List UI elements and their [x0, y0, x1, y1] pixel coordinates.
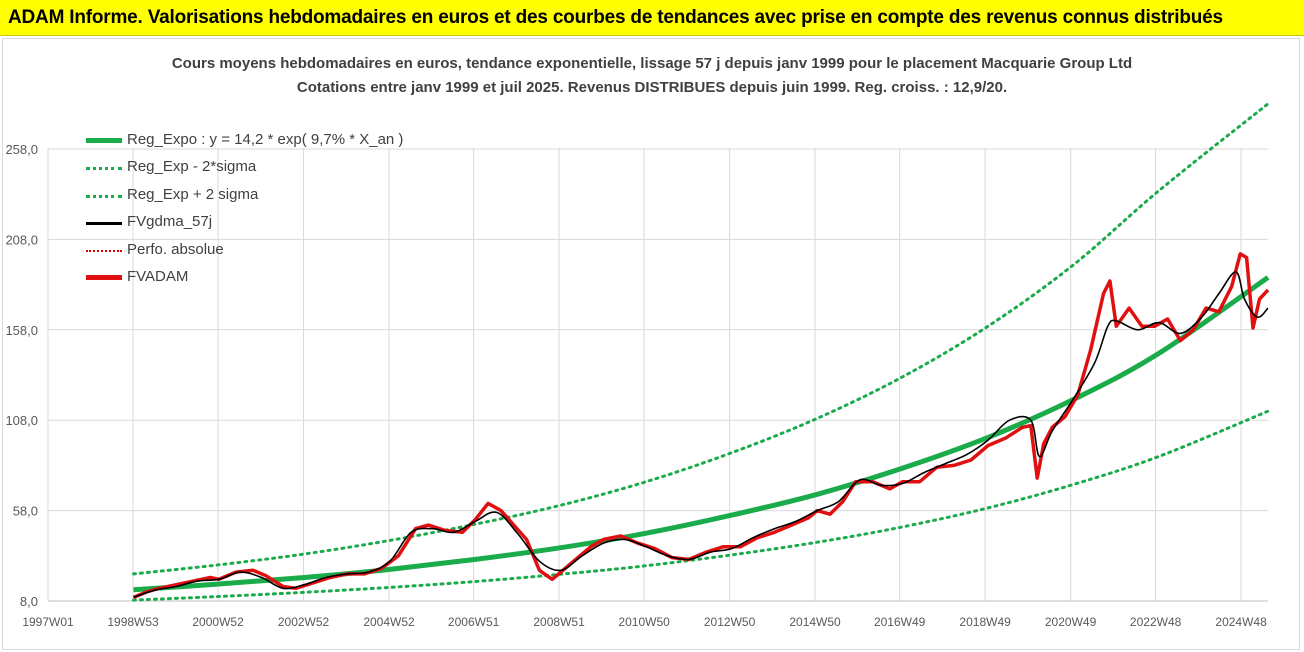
y-tick-label: 108,0 [5, 413, 38, 428]
x-tick-label: 1998W53 [107, 615, 159, 629]
x-tick-label: 2004W52 [363, 615, 415, 629]
legend-item-reg-expo: Reg_Expo : y = 14,2 * exp( 9,7% * X_an ) [80, 129, 440, 156]
legend-item-fvgdma: FVgdma_57j [80, 211, 440, 238]
legend-label-fvgdma: FVgdma_57j [127, 213, 213, 231]
legend-label-reg-plus: Reg_Exp + 2 sigma [127, 185, 259, 203]
legend-label-perfo: Perfo. absolue [127, 240, 224, 258]
legend-item-fvadam: FVADAM [80, 266, 440, 293]
y-tick-label: 208,0 [5, 232, 38, 247]
series-line-reg-exp-minus-2sigma [132, 409, 1270, 602]
series-line-fvgdma-57j [133, 271, 1269, 599]
legend-swatch-reg-expo [86, 138, 122, 143]
series-line-reg-exp-plus-2sigma [132, 102, 1270, 576]
x-tick-label: 2008W51 [533, 615, 585, 629]
report-title: ADAM Informe. Valorisations hebdomadaire… [8, 7, 1223, 28]
x-tick-label: 2018W49 [959, 615, 1011, 629]
x-tick-label: 2000W52 [192, 615, 244, 629]
y-tick-label: 58,0 [13, 504, 38, 519]
series-group [132, 102, 1270, 602]
x-tick-label: 2022W48 [1130, 615, 1182, 629]
legend-item-reg-plus: Reg_Exp + 2 sigma [80, 184, 440, 211]
legend-swatch-fvadam [86, 274, 122, 280]
x-tick-label: 2006W51 [448, 615, 500, 629]
x-axis-ticks: 1997W01 1998W53 2000W52 2002W52 2004W52 2006W… [22, 615, 1267, 629]
x-tick-label: 2010W50 [618, 615, 670, 629]
legend-item-reg-minus: Reg_Exp - 2*sigma [80, 156, 440, 183]
y-axis-ticks: 8,0 58,0 108,0 158,0 208,0 258,0 [5, 142, 38, 609]
x-tick-label: 2012W50 [704, 615, 756, 629]
legend-swatch-reg-minus [86, 167, 122, 171]
y-tick-label: 8,0 [20, 594, 38, 609]
legend-swatch-fvgdma [86, 222, 122, 226]
legend-label-reg-expo: Reg_Expo : y = 14,2 * exp( 9,7% * X_an ) [127, 131, 404, 148]
x-tick-label: 2024W48 [1215, 615, 1267, 629]
legend-item-perfo: Perfo. absolue [80, 239, 440, 266]
legend-label-reg-minus: Reg_Exp - 2*sigma [127, 158, 257, 176]
chart-title: Cours moyens hebdomadaires en euros, ten… [171, 55, 1133, 72]
x-tick-label: 2020W49 [1045, 615, 1097, 629]
y-tick-label: 258,0 [5, 142, 38, 157]
legend-swatch-reg-plus [86, 194, 122, 198]
chart-subtitle: Cotations entre janv 1999 et juil 2025. … [296, 79, 1008, 96]
report-header: ADAM Informe. Valorisations hebdomadaire… [0, 0, 1304, 36]
chart-legend: Reg_Expo : y = 14,2 * exp( 9,7% * X_an )… [80, 129, 440, 293]
legend-swatch-perfo [86, 249, 122, 252]
y-tick-label: 158,0 [5, 323, 38, 338]
x-tick-label: 2002W52 [278, 615, 330, 629]
x-tick-label: 2014W50 [789, 615, 841, 629]
legend-label-fvadam: FVADAM [127, 267, 189, 285]
x-tick-label: 2016W49 [874, 615, 926, 629]
x-tick-label: 1997W01 [22, 615, 74, 629]
